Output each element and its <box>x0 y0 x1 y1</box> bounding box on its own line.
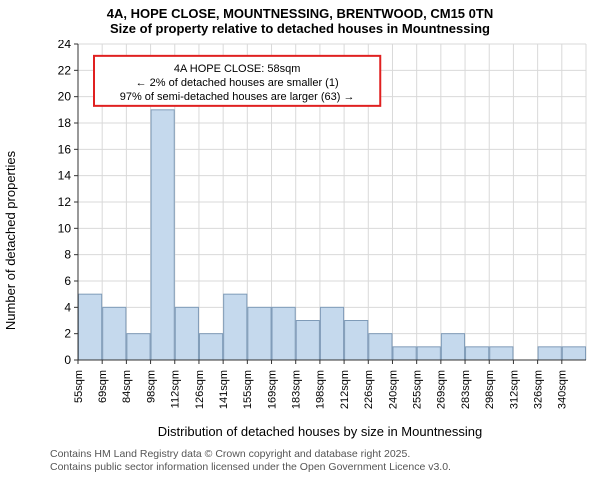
x-tick-label: 283sqm <box>460 370 472 409</box>
x-tick-label: 198sqm <box>315 370 327 409</box>
x-axis-label: Distribution of detached houses by size … <box>50 424 590 439</box>
histogram-bar <box>224 294 247 360</box>
histogram-bar <box>538 347 561 360</box>
annotation-line: ← 2% of detached houses are smaller (1) <box>136 77 339 89</box>
page: 4A, HOPE CLOSE, MOUNTNESSING, BRENTWOOD,… <box>0 0 600 500</box>
histogram-bar <box>272 307 295 360</box>
y-tick-label: 18 <box>58 116 72 130</box>
histogram-bar <box>151 110 174 360</box>
x-tick-label: 212sqm <box>339 370 351 409</box>
x-tick-label: 183sqm <box>291 370 303 409</box>
x-tick-label: 312sqm <box>508 370 520 409</box>
histogram-bar <box>248 307 271 360</box>
footnote-line2: Contains public sector information licen… <box>50 461 590 474</box>
histogram-bar <box>369 334 392 360</box>
x-tick-label: 155sqm <box>242 370 254 409</box>
x-tick-label: 240sqm <box>387 370 399 409</box>
x-tick-label: 269sqm <box>436 370 448 409</box>
y-tick-label: 2 <box>64 327 71 341</box>
x-tick-label: 169sqm <box>266 370 278 409</box>
x-tick-label: 340sqm <box>557 370 569 409</box>
histogram-bar <box>441 334 464 360</box>
histogram-bar <box>103 307 126 360</box>
y-tick-label: 8 <box>64 248 71 262</box>
chart-title-line1: 4A, HOPE CLOSE, MOUNTNESSING, BRENTWOOD,… <box>0 0 600 21</box>
x-tick-label: 255sqm <box>412 370 424 409</box>
x-tick-label: 98sqm <box>145 370 157 403</box>
annotation-line: 97% of semi-detached houses are larger (… <box>120 91 355 103</box>
y-tick-label: 12 <box>58 195 72 209</box>
y-tick-label: 14 <box>58 169 72 183</box>
histogram-bar <box>199 334 222 360</box>
histogram-bar <box>466 347 489 360</box>
y-tick-label: 24 <box>58 40 72 51</box>
footnote-line1: Contains HM Land Registry data © Crown c… <box>50 448 590 461</box>
histogram-bar <box>490 347 513 360</box>
histogram-bar <box>345 321 368 361</box>
histogram-bar <box>127 334 150 360</box>
x-tick-label: 112sqm <box>170 370 182 408</box>
x-tick-label: 126sqm <box>194 370 206 409</box>
y-tick-label: 22 <box>58 63 72 77</box>
histogram-bar <box>417 347 440 360</box>
plot-wrap: 02468101214161820222455sqm69sqm84sqm98sq… <box>50 40 590 439</box>
chart-title-line2: Size of property relative to detached ho… <box>0 21 600 40</box>
x-tick-label: 55sqm <box>73 370 85 403</box>
histogram-plot: 02468101214161820222455sqm69sqm84sqm98sq… <box>50 40 590 420</box>
y-tick-label: 20 <box>58 90 72 104</box>
y-axis-label-container: Number of detached properties <box>2 40 20 440</box>
chart-outer: Number of detached properties 0246810121… <box>0 40 600 440</box>
y-axis-label: Number of detached properties <box>4 150 19 329</box>
annotation-line: 4A HOPE CLOSE: 58sqm <box>174 63 301 75</box>
y-tick-label: 10 <box>58 221 72 235</box>
x-tick-label: 69sqm <box>97 370 109 403</box>
x-tick-label: 326sqm <box>532 370 544 409</box>
y-tick-label: 0 <box>64 353 71 367</box>
histogram-bar <box>562 347 585 360</box>
histogram-bar <box>79 294 102 360</box>
x-tick-label: 226sqm <box>363 370 375 409</box>
y-tick-label: 6 <box>64 274 71 288</box>
x-tick-label: 298sqm <box>484 370 496 409</box>
x-tick-label: 84sqm <box>121 370 133 403</box>
histogram-bar <box>320 307 343 360</box>
footnote: Contains HM Land Registry data © Crown c… <box>50 448 590 474</box>
histogram-bar <box>296 321 319 361</box>
x-tick-label: 141sqm <box>218 370 230 409</box>
y-tick-label: 4 <box>64 300 71 314</box>
histogram-bar <box>393 347 416 360</box>
y-tick-label: 16 <box>58 142 72 156</box>
histogram-bar <box>175 307 198 360</box>
